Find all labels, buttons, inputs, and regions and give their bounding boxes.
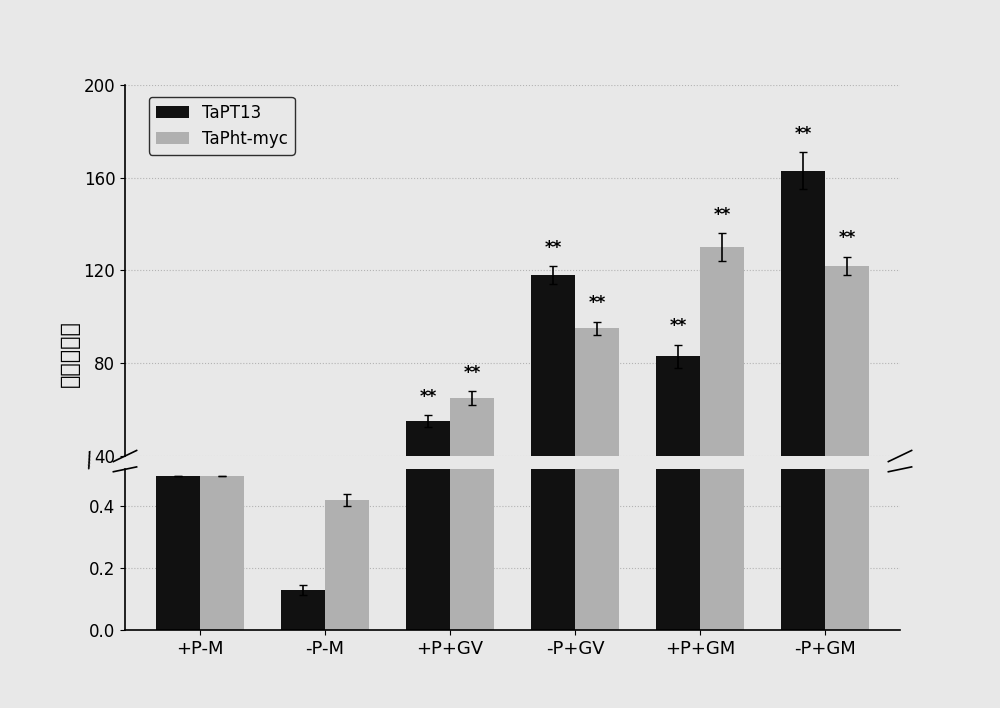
- Bar: [825, 266, 869, 549]
- Bar: [531, 0, 575, 630]
- Bar: [700, 0, 744, 630]
- Bar: [200, 547, 244, 549]
- Bar: [781, 171, 825, 549]
- Text: **: **: [588, 295, 606, 312]
- Text: **: **: [544, 239, 562, 256]
- Text: 相对表达量: 相对表达量: [60, 321, 80, 387]
- Bar: [406, 0, 450, 630]
- Text: **: **: [713, 206, 730, 224]
- Bar: [700, 247, 744, 549]
- Bar: [781, 0, 825, 630]
- Text: /: /: [84, 451, 96, 472]
- Bar: [406, 421, 450, 549]
- Bar: [450, 398, 494, 549]
- Bar: [200, 476, 244, 630]
- Bar: [156, 547, 200, 549]
- Text: **: **: [795, 125, 812, 143]
- Text: **: **: [420, 388, 437, 406]
- Legend: TaPT13, TaPht-myc: TaPT13, TaPht-myc: [149, 97, 295, 154]
- Bar: [825, 0, 869, 630]
- Bar: [575, 329, 619, 549]
- Bar: [575, 0, 619, 630]
- Bar: [325, 548, 369, 549]
- Text: **: **: [463, 364, 480, 382]
- Bar: [656, 0, 700, 630]
- Bar: [281, 590, 325, 630]
- Bar: [656, 356, 700, 549]
- Bar: [156, 476, 200, 630]
- Text: **: **: [670, 317, 687, 336]
- Text: **: **: [838, 229, 856, 247]
- Bar: [325, 501, 369, 630]
- Bar: [531, 275, 575, 549]
- Bar: [450, 0, 494, 630]
